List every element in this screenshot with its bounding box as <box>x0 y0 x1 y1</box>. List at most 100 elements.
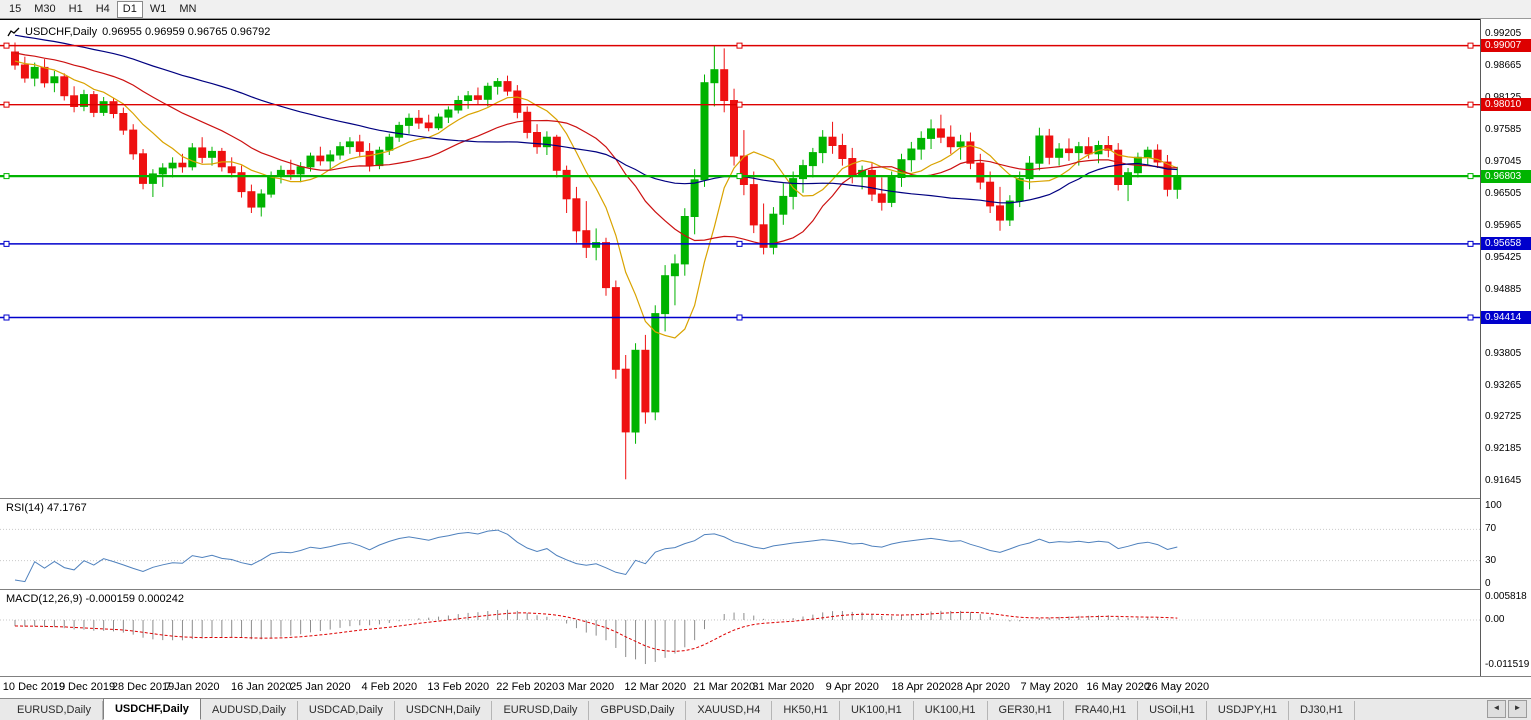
candle-body <box>296 166 305 175</box>
tab-scroll-left-button[interactable]: ◄ <box>1487 700 1506 718</box>
chart-tab-usoil-h1[interactable]: USOil,H1 <box>1138 701 1207 720</box>
line-handle[interactable] <box>736 240 743 247</box>
candle-body <box>533 132 541 148</box>
panel-separator-macd[interactable] <box>0 589 1531 590</box>
chart-tab-hk50-h1[interactable]: HK50,H1 <box>772 701 840 720</box>
timeframe-button-mn[interactable]: MN <box>179 2 197 15</box>
candle-body <box>257 193 266 208</box>
date-label: 18 Apr 2020 <box>891 681 951 693</box>
chart-tab-eurusd-daily[interactable]: EURUSD,Daily <box>6 701 103 720</box>
chart-tab-audusd-daily[interactable]: AUDUSD,Daily <box>200 701 298 720</box>
line-handle[interactable] <box>736 314 743 321</box>
candle-body <box>976 162 985 183</box>
candle-body <box>867 169 876 195</box>
ma-medium-line <box>14 52 1178 245</box>
chart-tab-usdcad-daily[interactable]: USDCAD,Daily <box>297 701 395 720</box>
macd-signal-line <box>14 611 1178 652</box>
candle-body <box>503 81 512 92</box>
candle-body <box>1045 135 1054 158</box>
chart-tab-eurusd-daily[interactable]: EURUSD,Daily <box>492 701 590 720</box>
line-handle[interactable] <box>3 42 10 49</box>
line-handle[interactable] <box>1467 240 1474 247</box>
line-handle[interactable] <box>1467 314 1474 321</box>
line-handle[interactable] <box>736 173 743 180</box>
date-label: 22 Feb 2020 <box>496 681 559 693</box>
candle-body <box>1114 149 1123 185</box>
date-label: 7 May 2020 <box>1020 681 1078 693</box>
chart-tab-xauusd-h4[interactable]: XAUUSD,H4 <box>686 701 773 720</box>
rsi-panel <box>0 528 1480 583</box>
price-axis[interactable]: 0.99205 0.98665 0.98125 0.97585 0.97045 0.965… <box>1481 19 1531 676</box>
candle-body <box>710 69 719 84</box>
candle-body <box>20 64 29 79</box>
price-axis-label: 0.99205 <box>1485 27 1522 39</box>
candle-body <box>661 275 670 315</box>
macd-axis-label: 0.005818 <box>1485 591 1527 603</box>
panel-separator-rsi[interactable] <box>0 498 1531 499</box>
candle-body <box>139 153 147 184</box>
line-handle[interactable] <box>3 240 10 247</box>
line-handle[interactable] <box>736 101 743 108</box>
candle-body <box>424 122 433 129</box>
candle-body <box>30 66 39 79</box>
candle-body <box>11 51 19 66</box>
candle-body <box>395 124 404 138</box>
candle-body <box>493 81 502 87</box>
candle-body <box>887 177 896 203</box>
candle-body <box>523 111 532 133</box>
timeframe-button-h4[interactable]: H4 <box>95 2 110 15</box>
timeframe-button-d1[interactable]: D1 <box>116 0 143 18</box>
price-axis-label: 0.97045 <box>1485 155 1522 167</box>
candle-body <box>611 287 620 370</box>
candle-body <box>572 198 581 232</box>
chart-tab-ger30-h1[interactable]: GER30,H1 <box>987 701 1064 720</box>
price-level-tag: 0.98010 <box>1481 98 1531 112</box>
time-axis[interactable]: 10 Dec 2019 19 Dec 2019 28 Dec 2019 7 Jan 2… <box>0 677 1480 698</box>
chart-tab-uk100-h1[interactable]: UK100,H1 <box>913 701 988 720</box>
date-label: 7 Jan 2020 <box>165 681 220 693</box>
candle-body <box>690 179 699 218</box>
candle-body <box>227 166 236 174</box>
candle-body <box>986 181 995 207</box>
chart-tab-usdjpy-h1[interactable]: USDJPY,H1 <box>1206 701 1290 720</box>
chart-tab-gbpusd-daily[interactable]: GBPUSD,Daily <box>589 701 687 720</box>
price-axis-label: 0.96505 <box>1485 187 1522 199</box>
candle-body <box>897 159 906 178</box>
date-label: 9 Apr 2020 <box>825 681 879 693</box>
line-handle[interactable] <box>3 101 10 108</box>
line-handle[interactable] <box>1467 101 1474 108</box>
chart-tab-fra40-h1[interactable]: FRA40,H1 <box>1063 701 1139 720</box>
candle-body <box>89 94 98 113</box>
line-handle[interactable] <box>3 173 10 180</box>
candle-body <box>50 76 59 84</box>
chart-tab-usdchf-daily[interactable]: USDCHF,Daily <box>102 698 201 720</box>
chart-symbol-period: USDCHF,Daily <box>25 26 98 38</box>
candle-body <box>158 167 167 175</box>
candle-body <box>907 148 916 161</box>
candle-body <box>641 349 650 413</box>
price-level-tag: 0.99007 <box>1481 39 1531 53</box>
line-handle[interactable] <box>1467 173 1474 180</box>
timeframe-button-15[interactable]: 15 <box>9 2 22 15</box>
candle-body <box>109 101 118 114</box>
candles <box>11 42 1182 480</box>
candle-body <box>759 224 768 248</box>
timeframe-button-w1[interactable]: W1 <box>149 2 167 15</box>
candle-body <box>434 116 443 129</box>
chart-tab-usdcnh-daily[interactable]: USDCNH,Daily <box>394 701 493 720</box>
line-handle[interactable] <box>736 42 743 49</box>
date-label: 16 Jan 2020 <box>230 681 292 693</box>
chart-tab-dj30-h1[interactable]: DJ30,H1 <box>1289 701 1355 720</box>
chart-tab-uk100-h1[interactable]: UK100,H1 <box>839 701 914 720</box>
tab-scroll-right-button[interactable]: ► <box>1508 700 1527 718</box>
candle-body <box>473 95 482 100</box>
timeframe-button-h1[interactable]: H1 <box>68 2 83 15</box>
timeframe-button-m30[interactable]: M30 <box>34 2 56 15</box>
price-scale-separator <box>1480 19 1481 676</box>
line-handle[interactable] <box>1467 42 1474 49</box>
chart-tabbar: EURUSD,Daily USDCHF,Daily AUDUSD,Daily USDC… <box>0 698 1531 720</box>
rsi-axis-label: 70 <box>1485 523 1497 535</box>
line-handle[interactable] <box>3 314 10 321</box>
candle-body <box>1084 146 1093 155</box>
